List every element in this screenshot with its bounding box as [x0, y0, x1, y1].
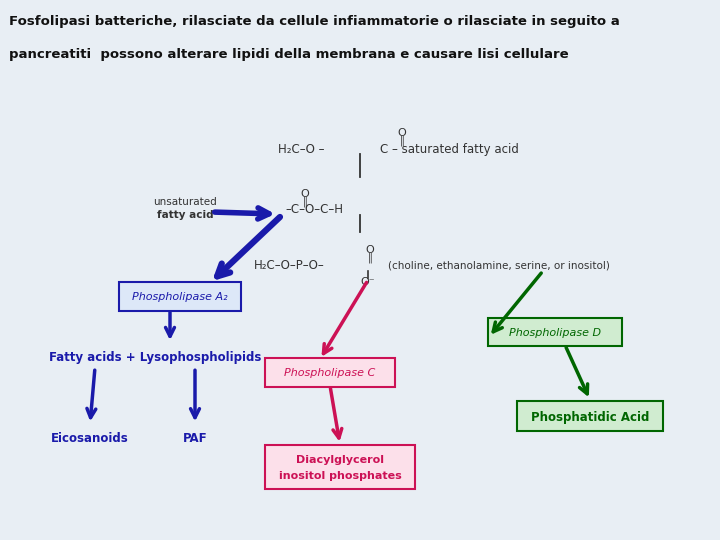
Text: fatty acid: fatty acid [157, 210, 213, 220]
Text: (choline, ethanolamine, serine, or inositol): (choline, ethanolamine, serine, or inosi… [388, 261, 610, 271]
Text: pancreatiti  possono alterare lipidi della membrana e causare lisi cellulare: pancreatiti possono alterare lipidi dell… [9, 48, 568, 61]
Text: unsaturated: unsaturated [153, 197, 217, 207]
Text: Phosphatidic Acid: Phosphatidic Acid [531, 410, 649, 424]
Text: C – saturated fatty acid: C – saturated fatty acid [380, 143, 519, 156]
Text: O⁻: O⁻ [361, 277, 375, 287]
FancyBboxPatch shape [488, 318, 622, 346]
Text: PAF: PAF [183, 432, 207, 445]
Text: Phospholipase C: Phospholipase C [284, 368, 376, 379]
Text: ‖: ‖ [368, 253, 372, 263]
Text: Diacylglycerol: Diacylglycerol [296, 455, 384, 465]
Text: ‖: ‖ [400, 136, 405, 146]
Text: Phospholipase A₂: Phospholipase A₂ [132, 292, 228, 302]
Text: ‖: ‖ [302, 197, 307, 207]
Text: Fatty acids + Lysophospholipids: Fatty acids + Lysophospholipids [49, 350, 261, 364]
FancyBboxPatch shape [517, 401, 663, 431]
Text: Fosfolipasi batteriche, rilasciate da cellule infiammatorie o rilasciate in segu: Fosfolipasi batteriche, rilasciate da ce… [9, 15, 619, 29]
Text: Phospholipase D: Phospholipase D [509, 328, 601, 338]
Text: H₂C–O–P–O–: H₂C–O–P–O– [254, 259, 325, 272]
Text: O: O [301, 189, 310, 199]
Text: inositol phosphates: inositol phosphates [279, 471, 401, 481]
Text: –C–O–C–H: –C–O–C–H [285, 204, 343, 217]
FancyBboxPatch shape [119, 282, 241, 310]
Text: O: O [366, 245, 374, 254]
Text: Eicosanoids: Eicosanoids [51, 432, 129, 445]
FancyBboxPatch shape [265, 358, 395, 387]
Text: O: O [397, 128, 406, 138]
Text: H₂C–O –: H₂C–O – [279, 143, 325, 156]
FancyBboxPatch shape [265, 444, 415, 489]
